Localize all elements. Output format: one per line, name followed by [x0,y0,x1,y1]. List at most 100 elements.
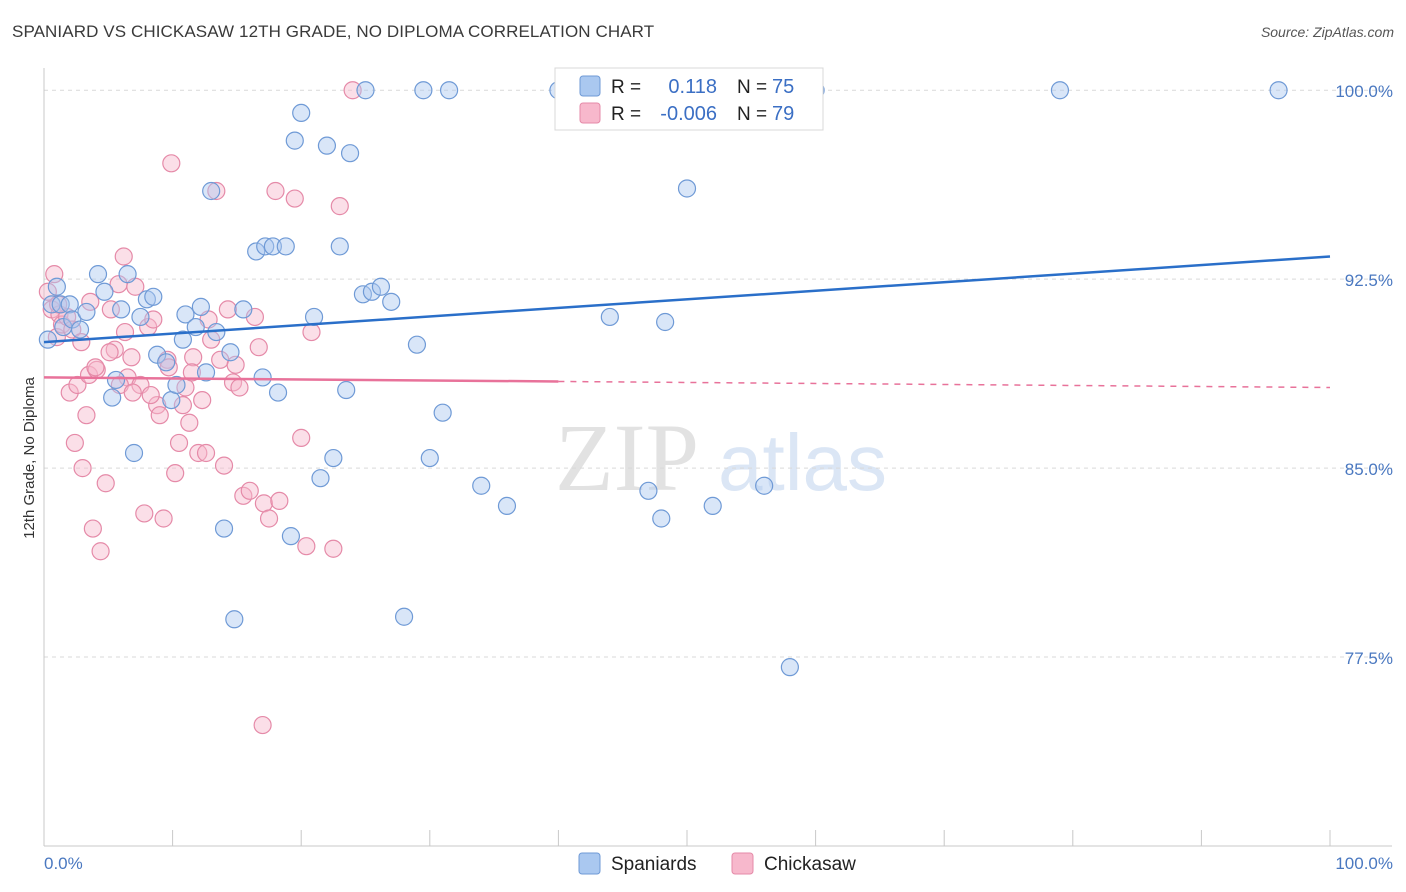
spaniards-point-15 [124,443,144,463]
chickasaw-point-15 [91,542,110,561]
chickasaw-point-53 [254,494,274,513]
chickasaw-point-13 [83,519,102,538]
bottom-legend-swatch-chickasaw [731,852,754,875]
legend: R = 0.118 N = 75 R = -0.006 N = 79 [554,67,824,131]
spaniards-point-60 [439,81,459,100]
spaniards-point-10 [95,282,114,301]
y-axis-title: 12th Grade, No Diploma [21,376,38,538]
spaniards-trend-line [43,255,1331,344]
chickasaw-point-56 [266,181,285,201]
chickasaw-point-16 [96,474,115,493]
legend-n-spaniards: 75 [772,76,794,98]
spaniards-point-71 [755,476,774,495]
spaniards-point-46 [324,448,343,468]
chart-title: SPANIARD VS CHICKASAW 12TH GRADE, NO DIP… [12,22,655,41]
spaniards-point-42 [292,103,311,123]
chickasaw-point-64 [343,81,362,100]
spaniards-point-59 [433,403,452,422]
chickasaw-point-62 [324,539,343,558]
chickasaw-point-22 [122,348,141,367]
chickasaw-point-63 [330,197,349,216]
spaniards-point-7 [70,320,90,339]
spaniards-point-47 [330,237,349,256]
spaniards-point-13 [112,300,131,319]
spaniards-point-70 [703,496,722,516]
spaniards-point-14 [118,265,137,284]
spaniards-point-33 [234,300,253,319]
axes [43,68,1392,847]
spaniards-point-6 [63,310,82,329]
spaniards-point-53 [371,277,391,296]
legend-n-chickasaw: 79 [772,103,794,125]
spaniards-point-32 [225,610,244,629]
spaniards-point-43 [304,307,324,327]
bottom-legend-swatch-spaniards [578,852,601,875]
spaniards-point-74 [1050,81,1070,100]
spaniards-point-30 [214,519,234,538]
spaniards-point-16 [131,307,150,327]
legend-r-chickasaw: -0.006 [660,103,717,125]
x-tick-label-0: 0.0% [44,854,83,873]
spaniards-point-24 [176,305,195,324]
legend-r-spaniards: 0.118 [668,76,717,98]
spaniards-point-18 [144,287,163,306]
spaniards-point-67 [652,509,671,528]
spaniards-point-20 [157,353,176,372]
chickasaw-point-7 [60,383,79,402]
chickasaw-point-34 [169,433,189,453]
chickasaw-point-41 [196,443,216,463]
chickasaw-point-67 [86,358,105,377]
spaniards-point-22 [167,375,186,395]
source-label: Source: ZipAtlas.com [1260,24,1394,40]
chickasaw-point-70 [141,385,160,405]
chickasaw-point-57 [270,491,289,510]
legend-r-label-spaniards: R = [611,77,641,98]
legend-swatch-chickasaw [579,102,601,124]
spaniards-point-75 [1269,81,1288,100]
spaniards-point-55 [394,607,414,626]
chickasaw-point-61 [302,322,321,342]
spaniards-point-0 [38,330,57,349]
chickasaw-point-25 [135,504,154,523]
spaniards-point-11 [103,388,122,407]
bottom-legend-chickasaw: Chickasaw [764,854,856,875]
spaniards-point-41 [285,131,304,150]
legend-n-label-spaniards: N = [737,77,767,98]
spaniards-point-62 [497,496,517,516]
watermark-zip: ZIP [555,404,699,511]
spaniards-point-5 [60,295,79,314]
chickasaw-trend-line [43,376,559,383]
chickasaw-point-72 [182,363,201,382]
y-tick-label-0: 77.5% [1345,649,1393,668]
legend-r-label-chickasaw: R = [611,104,641,125]
chickasaw-point-10 [73,459,92,478]
spaniards-point-27 [196,363,216,382]
chickasaw-point-48 [230,378,249,397]
spaniards-point-31 [221,343,240,362]
spaniards-point-45 [317,136,337,155]
spaniards-point-23 [173,330,192,349]
spaniards-point-58 [420,448,439,468]
spaniards-point-40 [281,527,301,546]
chickasaw-point-60 [297,537,316,556]
chickasaw-trend-line-dashed [558,380,1331,389]
spaniards-point-2 [47,277,66,296]
chickasaw-point-38 [184,348,203,367]
spaniards-points [38,81,1288,677]
chickasaw-point-59 [292,428,311,447]
bottom-legend-spaniards: Spaniards [611,854,697,875]
chickasaw-point-52 [249,338,268,357]
spaniards-point-36 [256,237,275,256]
spaniards-point-28 [202,181,221,201]
spaniards-point-39 [276,237,295,256]
spaniards-point-69 [677,179,697,198]
spaniards-point-72 [780,658,799,677]
chickasaw-points [38,81,362,735]
chickasaw-point-11 [77,406,96,425]
spaniards-point-66 [639,481,658,500]
watermark-atlas: atlas [718,418,887,507]
chickasaw-point-69 [123,383,142,402]
chickasaw-point-58 [285,189,304,208]
chickasaw-point-8 [65,433,84,453]
